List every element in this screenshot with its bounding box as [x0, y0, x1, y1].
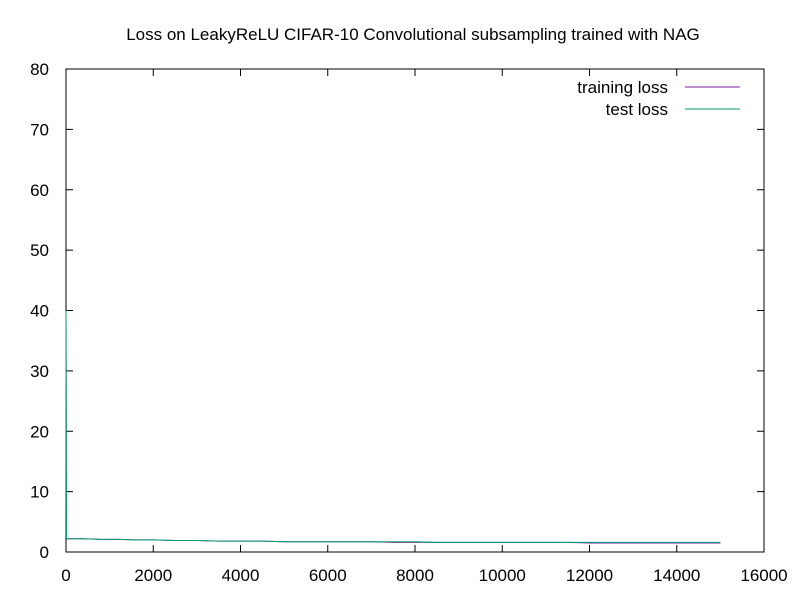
- x-tick-label: 6000: [309, 566, 347, 585]
- x-tick-label: 0: [61, 566, 70, 585]
- x-tick-label: 14000: [653, 566, 700, 585]
- y-tick-label: 10: [30, 483, 49, 502]
- x-tick-label: 2000: [134, 566, 172, 585]
- x-tick-label: 16000: [740, 566, 787, 585]
- y-tick-label: 60: [30, 181, 49, 200]
- plot-frame: [65, 68, 765, 553]
- y-tick-label: 80: [30, 60, 49, 79]
- legend-label: training loss: [577, 78, 668, 97]
- x-tick-label: 12000: [566, 566, 613, 585]
- y-tick-label: 40: [30, 302, 49, 321]
- x-axis: 0 2000 4000 6000 8000 10000 12000 14000 16000: [61, 69, 788, 585]
- y-tick-label: 70: [30, 120, 49, 139]
- y-axis: 0 10 20 30 40 50 60 70 80: [30, 60, 764, 562]
- y-tick-label: 0: [40, 543, 49, 562]
- y-tick-label: 20: [30, 422, 49, 441]
- series-line-1: [65, 310, 721, 544]
- series-line-2: [65, 310, 721, 543]
- y-tick-label: 30: [30, 362, 49, 381]
- x-tick-label: 8000: [396, 566, 434, 585]
- legend-label: test loss: [606, 100, 668, 119]
- y-tick-label: 50: [30, 241, 49, 260]
- x-tick-label: 10000: [479, 566, 526, 585]
- chart-title: Loss on LeakyReLU CIFAR-10 Convolutional…: [126, 25, 700, 44]
- series-layer: [65, 310, 721, 544]
- legend: training loss test loss: [577, 78, 740, 119]
- x-tick-label: 4000: [222, 566, 260, 585]
